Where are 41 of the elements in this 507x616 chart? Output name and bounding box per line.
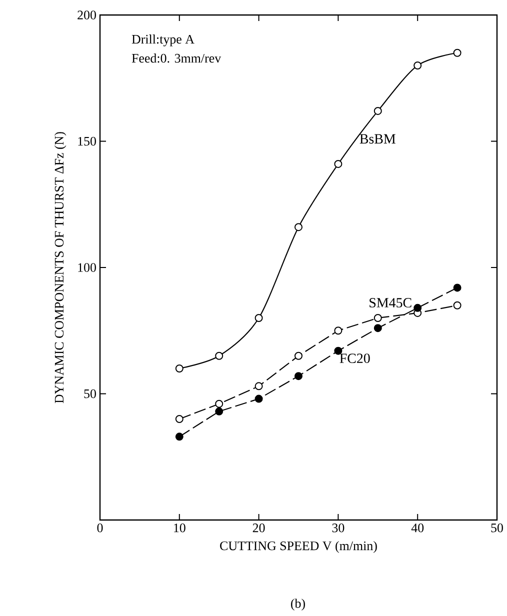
point xyxy=(453,48,462,57)
y-tick-label: 200 xyxy=(78,10,96,20)
x-axis-title: CUTTING SPEED V (m/min) xyxy=(220,541,377,553)
point xyxy=(254,394,263,403)
point xyxy=(414,61,422,70)
point xyxy=(294,352,302,360)
point xyxy=(294,372,302,380)
x-tick-label: 10 xyxy=(174,524,186,532)
annotation: Feed:0. 3mm/rev xyxy=(132,54,222,63)
point xyxy=(453,301,462,310)
y-tick-label: 100 xyxy=(78,263,96,272)
x-tick-label: 30 xyxy=(332,524,344,532)
point xyxy=(215,352,224,360)
point xyxy=(215,407,224,416)
point xyxy=(254,314,263,322)
point xyxy=(215,400,224,408)
x-tick-label: 50 xyxy=(491,524,503,532)
series-label: BsBM xyxy=(360,134,396,144)
y-tick-label: 50 xyxy=(84,389,96,398)
point xyxy=(374,324,382,332)
y-axis-title: DYNAMIC COMPONENTS OF THURST ΔFz (N) xyxy=(54,132,66,404)
series-label: SM45C xyxy=(370,298,412,308)
point xyxy=(334,346,342,355)
x-tick-label: 20 xyxy=(252,524,265,532)
point xyxy=(294,223,302,232)
x-tick-label: 40 xyxy=(411,524,424,532)
point xyxy=(254,382,263,390)
point xyxy=(175,432,184,441)
annotation: Drill:type A xyxy=(132,34,194,46)
point xyxy=(175,414,184,423)
x-tick-label: 0 xyxy=(97,524,103,532)
point xyxy=(334,326,342,335)
y-tick-label: 150 xyxy=(78,136,96,146)
text: (b) xyxy=(291,598,305,610)
series-label: FC20 xyxy=(340,354,370,364)
point xyxy=(374,314,382,322)
point xyxy=(374,106,382,115)
point xyxy=(334,160,342,168)
point xyxy=(453,284,462,292)
point xyxy=(414,304,422,312)
point xyxy=(175,364,184,372)
